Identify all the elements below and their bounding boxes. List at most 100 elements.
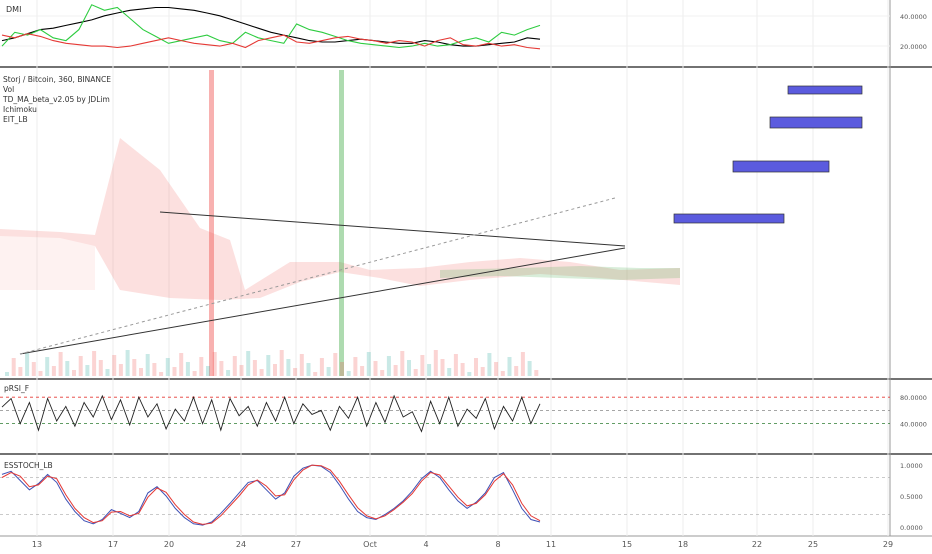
volume-bar — [313, 372, 318, 376]
x-tick-label: 13 — [32, 540, 42, 549]
volume-bar — [18, 367, 23, 376]
x-tick-label: 18 — [678, 540, 688, 549]
target-zone — [769, 116, 863, 129]
legend-entry: Ichimoku — [3, 105, 37, 114]
x-tick-label: 4 — [423, 540, 428, 549]
volume-bar — [246, 351, 251, 376]
volume-bar — [112, 355, 117, 376]
x-tick-label: 27 — [291, 540, 301, 549]
volume-bar — [373, 361, 378, 376]
volume-bar — [480, 367, 485, 376]
volume-bar — [11, 358, 16, 376]
volume-bar — [500, 371, 505, 376]
volume-bar — [360, 366, 365, 376]
volume-bar — [192, 371, 197, 376]
volume-bar — [185, 362, 190, 376]
volume-bar — [534, 370, 539, 376]
legend-entry: TD_MA_beta_v2.05 by JDLim — [2, 95, 110, 104]
volume-bar — [38, 371, 43, 376]
volume-bar — [92, 351, 97, 376]
legend-entry: EIT_LB — [3, 115, 28, 124]
volume-bar — [393, 365, 398, 376]
volume-bar — [199, 357, 204, 376]
volume-bar — [172, 367, 177, 376]
volume-bar — [118, 364, 123, 376]
volume-bar — [514, 366, 519, 376]
volume-bar — [212, 352, 217, 376]
volume-bar — [5, 372, 9, 376]
volume-bar — [232, 356, 237, 376]
volume-bar — [440, 359, 445, 376]
volume-bar — [25, 353, 30, 376]
volume-bar — [259, 369, 264, 376]
y-tick-label: 0.0000 — [900, 524, 923, 532]
x-tick-label: 29 — [883, 540, 893, 549]
y-tick-label: 20.0000 — [900, 43, 927, 51]
volume-bar — [219, 361, 224, 376]
volume-bar — [152, 363, 157, 376]
dmi-line-1 — [1, 4, 541, 49]
volume-bar — [346, 371, 351, 376]
volume-bar — [58, 352, 63, 376]
volume-bar — [65, 361, 70, 376]
volume-bar — [132, 359, 137, 376]
volume-bar — [340, 362, 344, 376]
volume-bar — [407, 360, 411, 376]
x-tick-label: 8 — [495, 540, 500, 549]
volume-bar — [78, 356, 83, 376]
volume-bar — [447, 368, 452, 376]
volume-bar — [460, 363, 465, 376]
rsi-title: pRSI_F — [4, 384, 29, 393]
volume-bar — [306, 363, 311, 376]
y-tick-label: 1.0000 — [900, 462, 923, 470]
volume-bar — [145, 354, 150, 376]
y-tick-label: 0.5000 — [900, 493, 923, 501]
stoch-line-0 — [1, 464, 541, 526]
volume-bar — [51, 366, 56, 376]
y-tick-label: 40.0000 — [900, 13, 927, 21]
rsi-line — [1, 394, 541, 433]
volume-bar — [413, 369, 418, 376]
volume-bar — [159, 372, 164, 376]
volume-bar — [494, 362, 499, 376]
volume-bar — [507, 357, 512, 376]
x-tick-label: Oct — [363, 540, 377, 549]
volume-bar — [239, 365, 244, 376]
volume-bar — [319, 358, 324, 376]
highlight-bar-green — [339, 70, 344, 376]
x-tick-label: 15 — [622, 540, 632, 549]
x-tick-label: 25 — [808, 540, 818, 549]
x-tick-label: 22 — [752, 540, 762, 549]
ichimoku-cloud — [0, 236, 95, 290]
volume-bar — [125, 350, 130, 376]
volume-bar — [474, 358, 478, 376]
volume-bar — [433, 350, 438, 376]
volume-bar — [72, 370, 76, 376]
volume-bar — [286, 359, 291, 376]
y-tick-label: 80.0000 — [900, 394, 927, 402]
volume-bar — [527, 361, 532, 376]
ichimoku-cloud — [0, 138, 680, 300]
volume-bar — [520, 352, 525, 376]
volume-bar — [299, 354, 304, 376]
volume-bar — [386, 356, 391, 376]
volume-bar — [165, 358, 170, 376]
stoch-title: ESSTOCH_LB — [4, 461, 53, 470]
x-tick-label: 17 — [108, 540, 118, 549]
volume-bar — [400, 351, 405, 376]
stoch-line-1 — [1, 464, 541, 525]
volume-bar — [453, 354, 458, 376]
volume-bar — [252, 360, 257, 376]
volume-bar — [226, 370, 231, 376]
trendline-resistance — [159, 211, 626, 247]
trendline-projection — [19, 197, 616, 355]
highlight-bar-red — [209, 70, 214, 376]
x-tick-label: 20 — [164, 540, 174, 549]
legend-entry: Vol — [3, 85, 14, 94]
legend-entry: Storj / Bitcoin, 360, BINANCE — [3, 75, 111, 84]
volume-bar — [420, 355, 425, 376]
volume-bar — [45, 357, 50, 376]
volume-bar — [279, 350, 284, 376]
